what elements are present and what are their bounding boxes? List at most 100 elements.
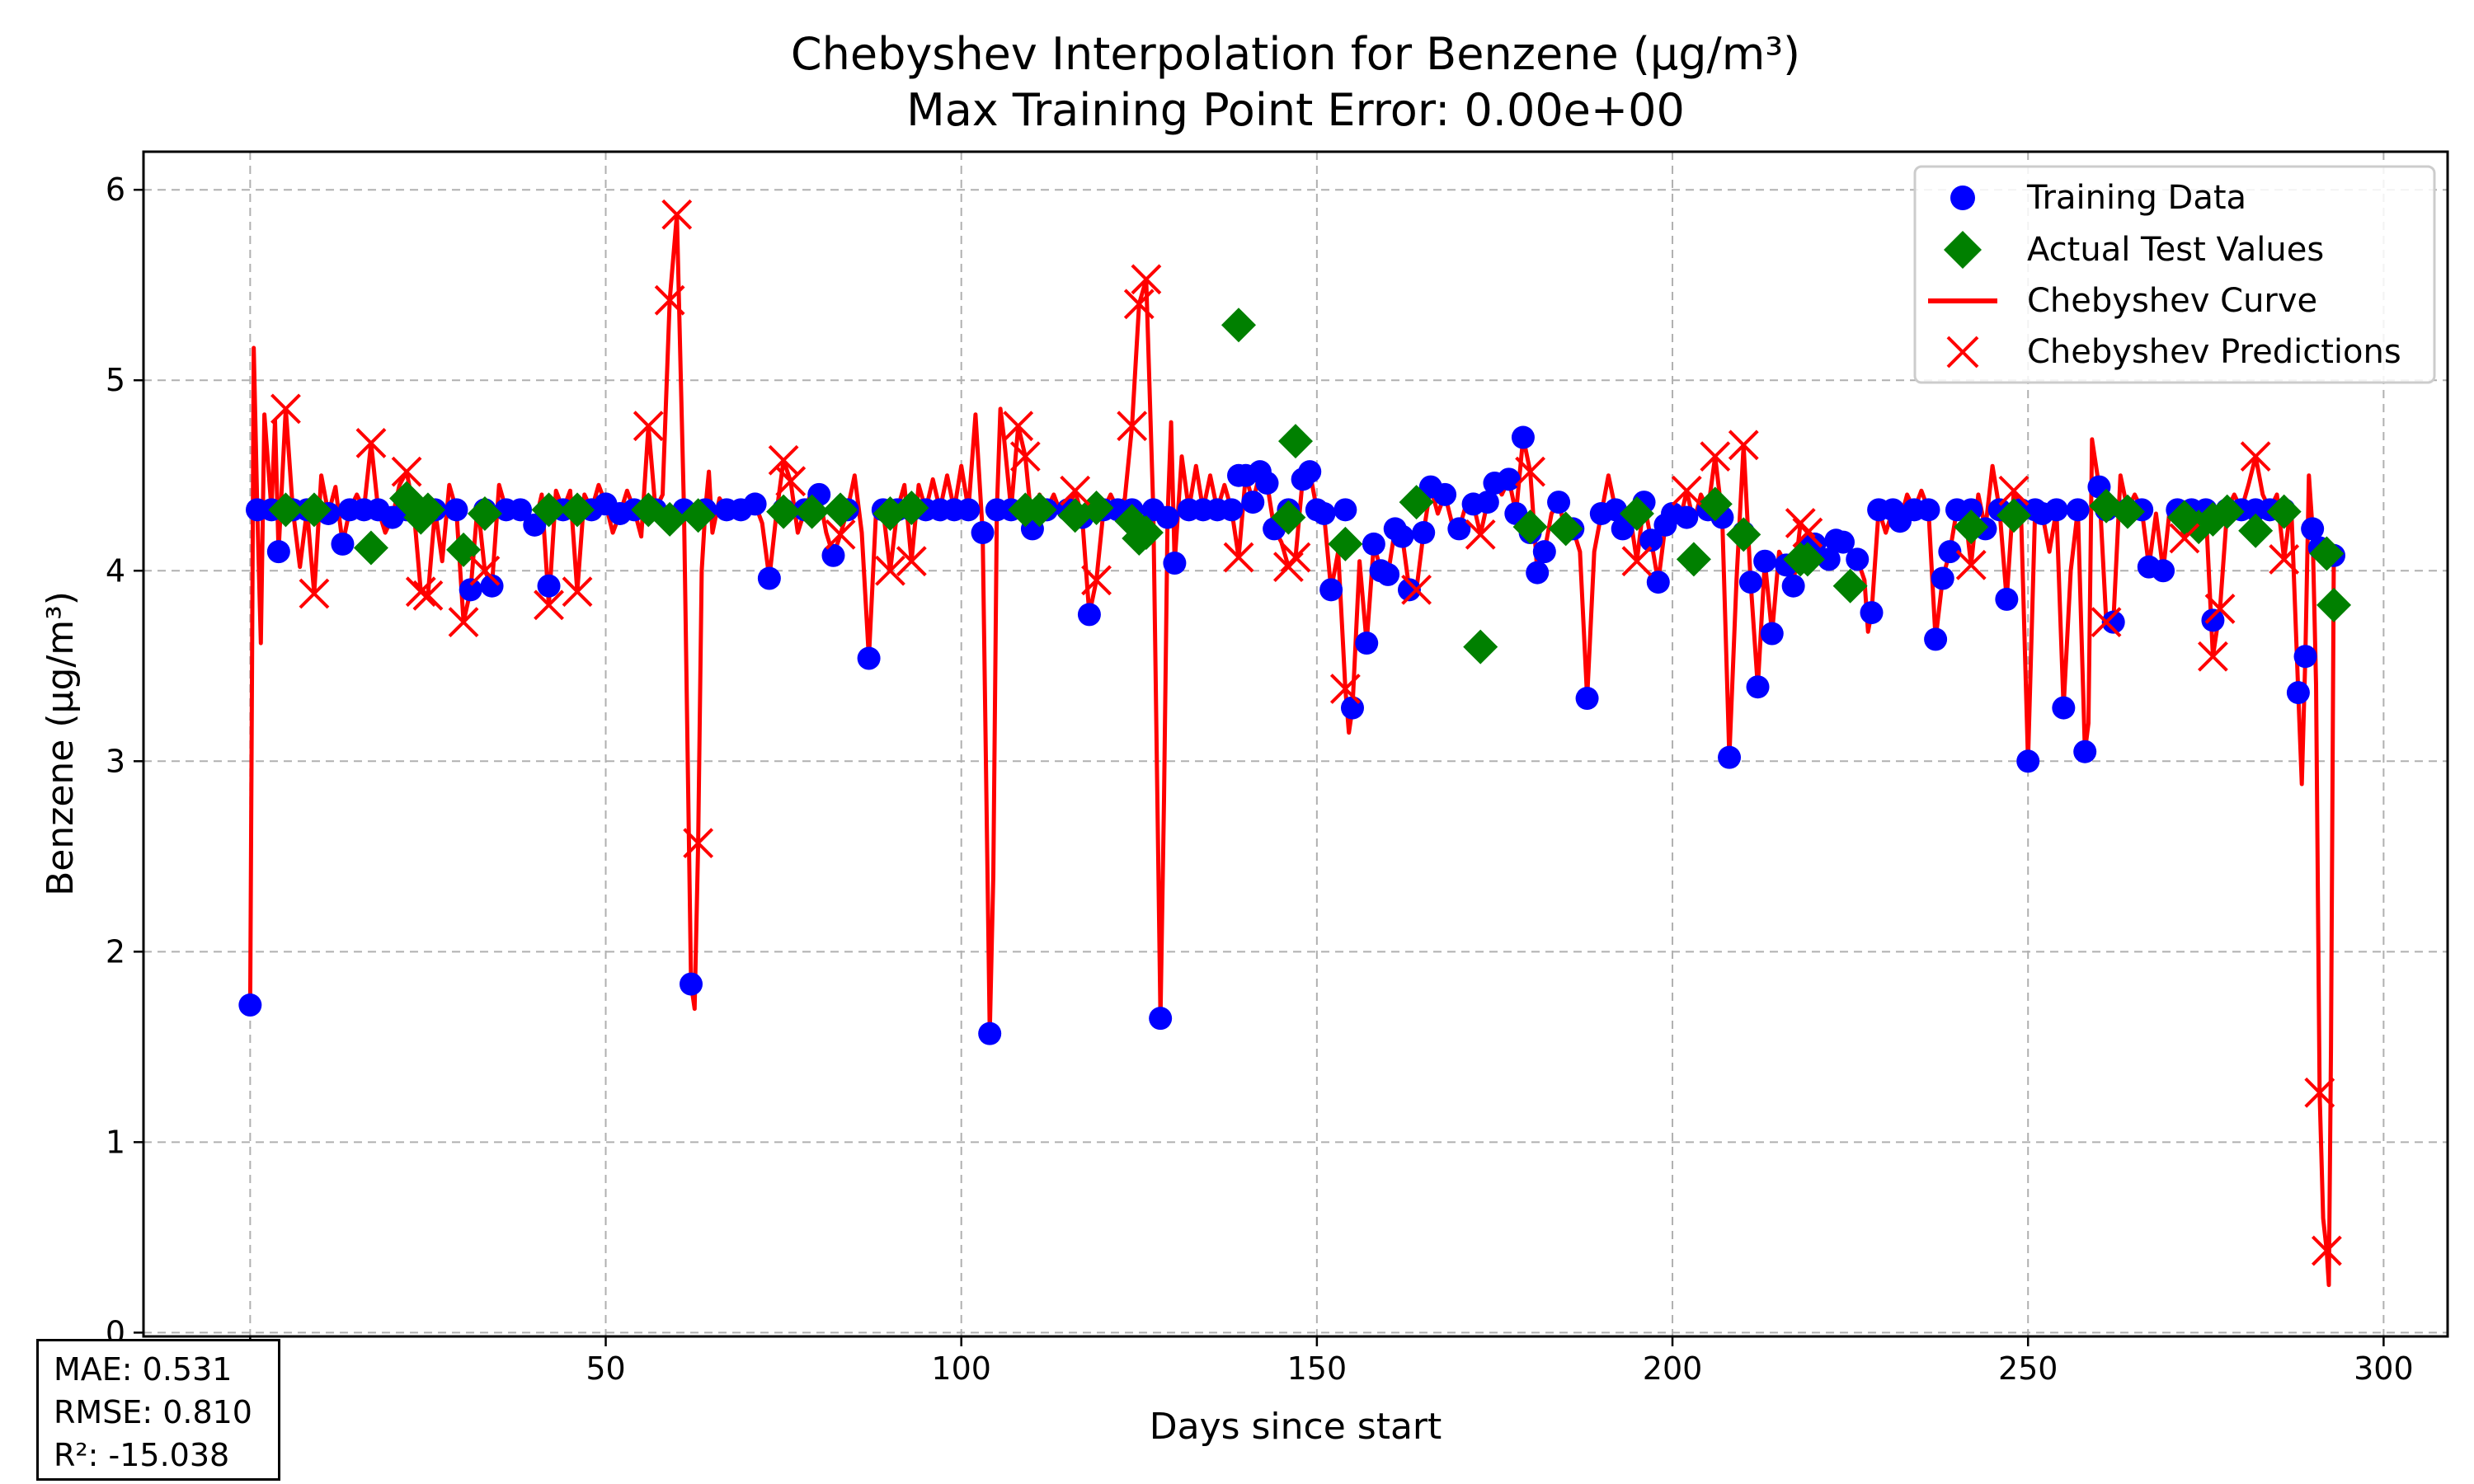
training-point (537, 574, 561, 598)
y-tick-label: 5 (106, 362, 125, 398)
training-point (1077, 603, 1101, 627)
test-point (353, 530, 388, 566)
x-tick-label: 150 (1287, 1350, 1348, 1387)
prediction-marker (299, 578, 330, 609)
training-point (1738, 571, 1762, 594)
test-point (268, 492, 303, 528)
prediction-marker (1621, 546, 1653, 577)
prediction-marker (448, 607, 479, 638)
test-point (766, 494, 802, 529)
training-point (1646, 571, 1670, 594)
test-point (680, 498, 716, 533)
test-points-layer (268, 308, 2352, 665)
prediction-marker (1401, 574, 1432, 605)
training-point (509, 498, 533, 522)
prediction-marker (1329, 674, 1361, 704)
training-point (1718, 745, 1742, 769)
training-point (1547, 491, 1571, 514)
x-tick-label: 50 (586, 1350, 625, 1387)
prediction-marker (2311, 1235, 2342, 1266)
prediction-marker (412, 580, 444, 611)
x-tick-label: 250 (1998, 1350, 2058, 1387)
test-point (1328, 526, 1363, 561)
training-point (1390, 524, 1414, 548)
test-point (410, 492, 445, 528)
prediction-markers-layer (270, 199, 2342, 1266)
test-point (296, 492, 332, 528)
test-point (2238, 513, 2274, 548)
training-point (2044, 498, 2068, 522)
training-point (1340, 696, 1364, 720)
prediction-marker (1272, 552, 1304, 583)
prediction-marker (1465, 519, 1496, 550)
training-point (2016, 749, 2040, 773)
x-tick-label: 100 (931, 1350, 991, 1387)
prediction-marker (2169, 523, 2200, 554)
training-point (1149, 1007, 1173, 1031)
prediction-marker (2091, 607, 2122, 638)
y-tick-label: 6 (106, 171, 125, 208)
test-point (1221, 308, 1257, 343)
chart-subtitle: Max Training Point Error: 0.00e+00 (906, 84, 1685, 136)
test-point (1022, 492, 1057, 528)
training-point (238, 993, 262, 1017)
test-point (531, 492, 567, 528)
prediction-marker (896, 546, 927, 577)
training-point (1362, 532, 1385, 556)
test-point (1399, 485, 1434, 520)
training-point (1447, 517, 1471, 541)
prediction-marker (1998, 475, 2030, 506)
training-point (1526, 561, 1550, 585)
training-point (1532, 540, 1556, 564)
test-point (894, 491, 929, 526)
training-point (1355, 632, 1379, 655)
test-point (1954, 510, 1989, 545)
prediction-marker (469, 555, 501, 586)
legend-frame (1913, 165, 2436, 384)
prediction-marker (1515, 456, 1545, 487)
training-point (1397, 578, 1421, 602)
training-point (978, 1021, 1002, 1045)
y-tick-label: 4 (106, 552, 125, 589)
training-point (1412, 521, 1436, 545)
test-point (2266, 494, 2302, 529)
y-tick-label: 3 (106, 743, 125, 779)
prediction-marker (562, 576, 593, 608)
legend-test-label: Actual Test Values (2027, 231, 2324, 269)
prediction-marker (2269, 543, 2300, 575)
legend-test-marker (1944, 231, 1982, 269)
training-point (1846, 547, 1870, 571)
legend-curve-label: Chebyshev Curve (2027, 282, 2317, 320)
training-point (1860, 601, 1884, 625)
prediction-marker (1081, 565, 1112, 596)
y-tick-label: 1 (106, 1124, 125, 1160)
training-point (523, 513, 547, 537)
mae-metric: MAE: 0.531 (54, 1351, 233, 1388)
prediction-marker (825, 519, 856, 550)
training-point (1781, 574, 1805, 598)
prediction-marker (391, 456, 422, 487)
training-point (1995, 587, 2019, 611)
training-point (1155, 505, 1179, 529)
training-point (2293, 645, 2317, 669)
training-point (1931, 566, 1954, 590)
training-point (1298, 460, 1322, 484)
training-point (1917, 498, 1940, 522)
prediction-marker (775, 466, 807, 497)
training-point (2052, 696, 2076, 720)
y-axis-label: Benzene (µg/m³) (40, 591, 82, 896)
test-point (1676, 542, 1711, 577)
prediction-marker (1003, 411, 1034, 442)
prediction-marker (1700, 441, 1731, 472)
training-point (743, 492, 767, 516)
test-point (1548, 511, 1583, 547)
training-point (1333, 498, 1357, 522)
prediction-marker (2198, 641, 2228, 672)
training-point (266, 540, 290, 564)
training-point (1433, 482, 1457, 506)
training-point (1753, 549, 1777, 573)
prediction-marker (633, 411, 664, 442)
